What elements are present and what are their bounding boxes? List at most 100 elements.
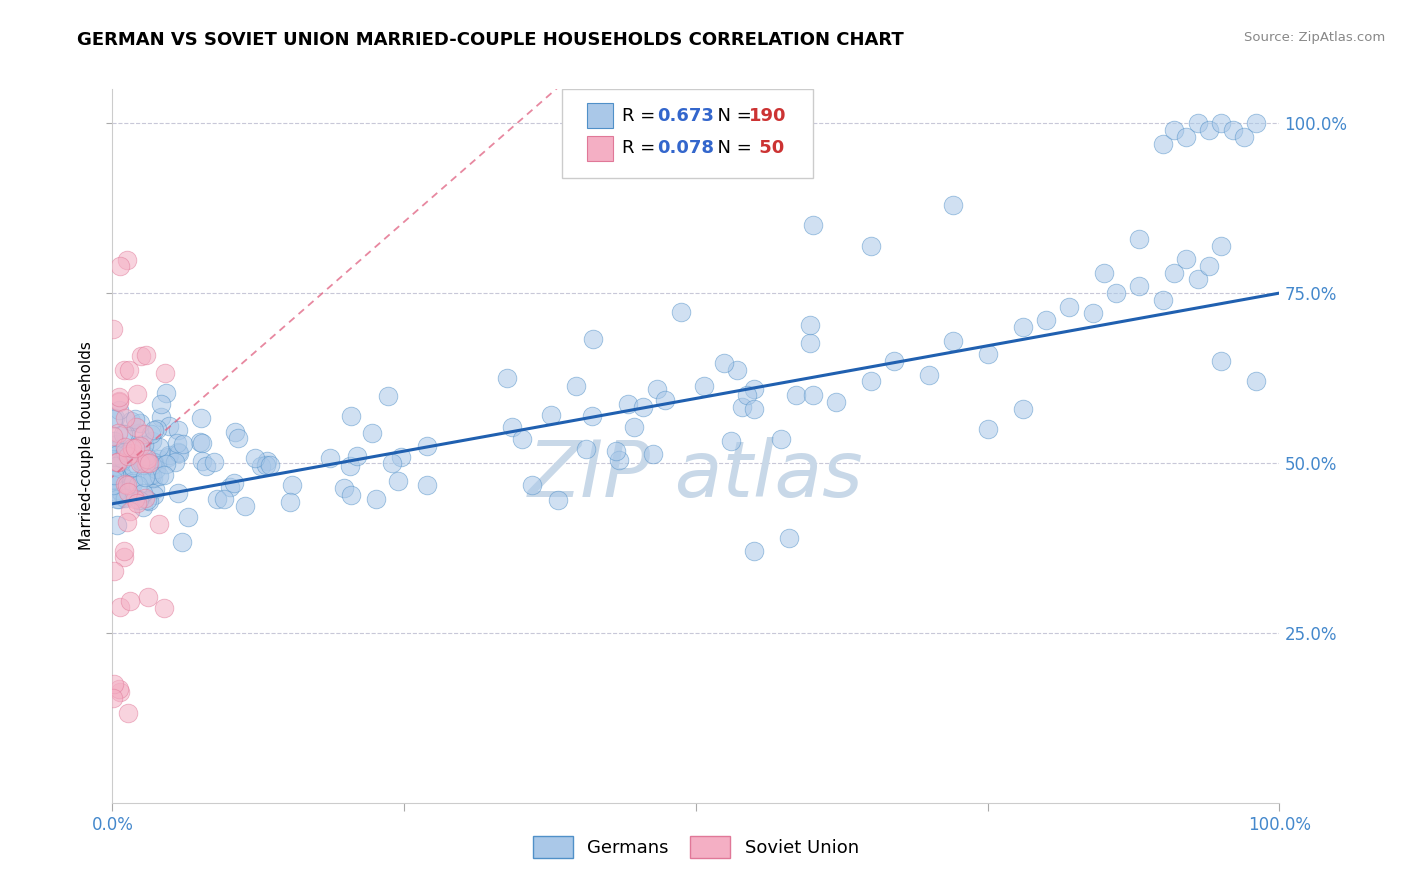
Point [105,458,128,473]
Point [918,368,941,382]
Point [1233,129,1256,144]
Point [124,411,146,425]
Point [170,534,193,549]
Point [801,218,824,232]
Point [575,442,598,456]
Point [219,480,242,494]
Point [540,408,562,422]
Point [976,347,998,361]
Point [114,477,136,491]
Point [1128,232,1150,246]
Point [125,386,148,401]
Point [136,451,159,466]
Point [510,432,533,446]
Point [1152,136,1174,151]
Point [148,516,170,531]
Point [121,476,143,491]
Point [1209,116,1232,130]
Point [114,447,136,461]
Point [202,455,225,469]
Point [104,443,127,458]
Point [143,483,166,497]
Text: 0.673: 0.673 [658,107,714,125]
Point [110,260,132,274]
Point [141,455,163,469]
Point [150,397,173,411]
Point [256,458,278,472]
Point [112,452,135,467]
Text: N =: N = [706,139,758,157]
Point [157,448,180,462]
Point [117,706,139,721]
Point [111,427,134,442]
Point [735,388,758,402]
Point [501,419,523,434]
Point [120,414,142,428]
Point [1035,313,1057,327]
Point [169,446,191,460]
Point [278,495,301,509]
Point [340,488,363,502]
Point [720,434,742,448]
Point [135,492,157,507]
Point [233,500,256,514]
Point [825,394,848,409]
Point [617,397,640,411]
Point [115,252,138,267]
Point [118,363,141,377]
Point [346,449,368,463]
Point [127,439,149,453]
Text: ZIP atlas: ZIP atlas [529,436,863,513]
FancyBboxPatch shape [588,103,613,128]
Text: N =: N = [706,107,758,125]
FancyBboxPatch shape [588,136,613,161]
Point [138,456,160,470]
Point [769,432,792,446]
Point [108,685,131,699]
Point [104,484,127,499]
Point [157,450,180,465]
Point [138,493,160,508]
Point [633,400,655,414]
Point [114,411,136,425]
Point [339,458,361,473]
Point [799,318,821,332]
Point [104,448,127,462]
Point [1222,123,1244,137]
Point [157,418,180,433]
Text: R =: R = [623,139,661,157]
Point [108,395,131,409]
Point [114,445,136,459]
Point [114,427,136,442]
Point [1244,116,1267,130]
Point [332,482,354,496]
Point [496,371,519,385]
Point [191,454,214,468]
Point [1198,259,1220,273]
Point [645,382,668,396]
Point [415,439,437,453]
Point [110,454,132,468]
Point [799,335,821,350]
Point [132,486,155,500]
Point [565,379,588,393]
Point [132,500,155,514]
Point [1187,272,1209,286]
Point [105,437,128,451]
Point [1163,266,1185,280]
Point [110,599,132,614]
Point [166,445,188,459]
Point [132,438,155,452]
Point [141,458,163,473]
Point [148,451,170,466]
Point [132,458,155,472]
Point [141,427,163,442]
Point [1175,252,1198,266]
Point [1175,129,1198,144]
Point [111,487,134,501]
Point [150,409,173,424]
Point [547,492,569,507]
Point [165,455,187,469]
Point [103,429,125,443]
Point [146,422,169,436]
